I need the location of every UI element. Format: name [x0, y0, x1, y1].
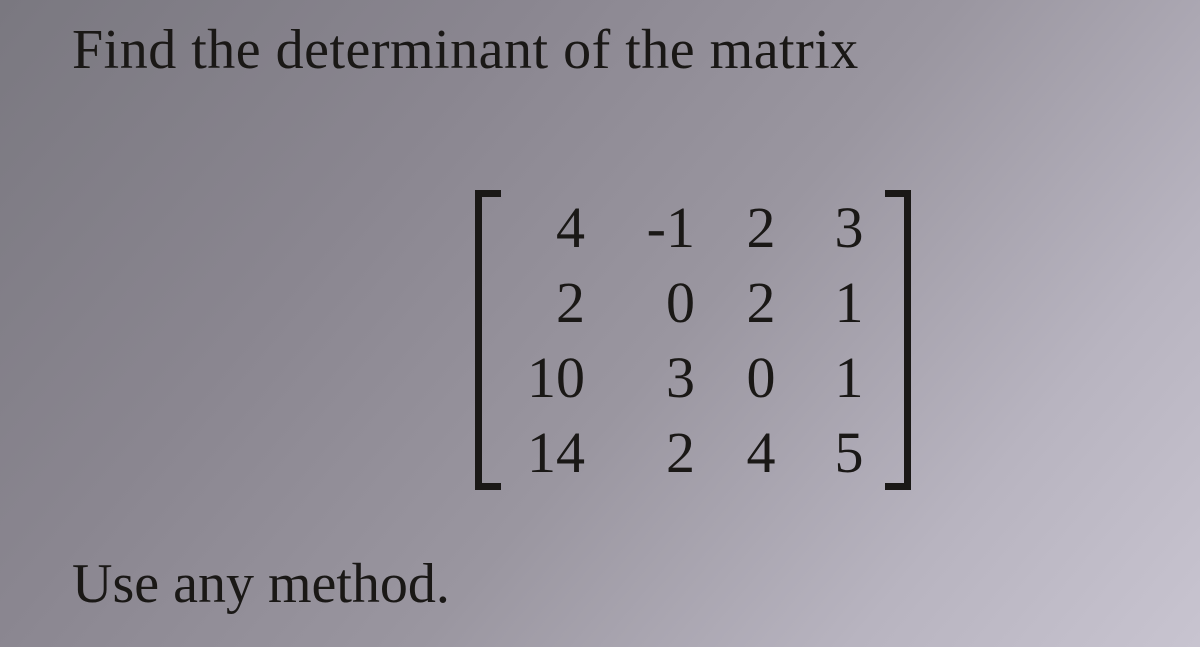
matrix-cell: 0	[629, 274, 695, 332]
instruction-text: Use any method.	[72, 552, 450, 616]
matrix-cell: 5	[827, 424, 871, 482]
problem-prompt: Find the determinant of the matrix	[72, 18, 859, 82]
matrix-cell: 14	[515, 424, 585, 482]
matrix-cell: 3	[827, 199, 871, 257]
matrix-cell: -1	[629, 199, 695, 257]
matrix-cell: 0	[739, 349, 783, 407]
matrix: 4 -1 2 3 2 0 2 1 10 3 0 1 14 2 4 5	[475, 190, 911, 490]
matrix-grid: 4 -1 2 3 2 0 2 1 10 3 0 1 14 2 4 5	[501, 190, 885, 490]
matrix-left-bracket	[475, 190, 501, 490]
matrix-cell: 4	[739, 424, 783, 482]
matrix-cell: 10	[515, 349, 585, 407]
matrix-cell: 1	[827, 349, 871, 407]
matrix-cell: 2	[629, 424, 695, 482]
matrix-cell: 4	[515, 199, 585, 257]
matrix-cell: 2	[515, 274, 585, 332]
matrix-cell: 3	[629, 349, 695, 407]
matrix-cell: 1	[827, 274, 871, 332]
matrix-cell: 2	[739, 274, 783, 332]
matrix-right-bracket	[885, 190, 911, 490]
matrix-cell: 2	[739, 199, 783, 257]
